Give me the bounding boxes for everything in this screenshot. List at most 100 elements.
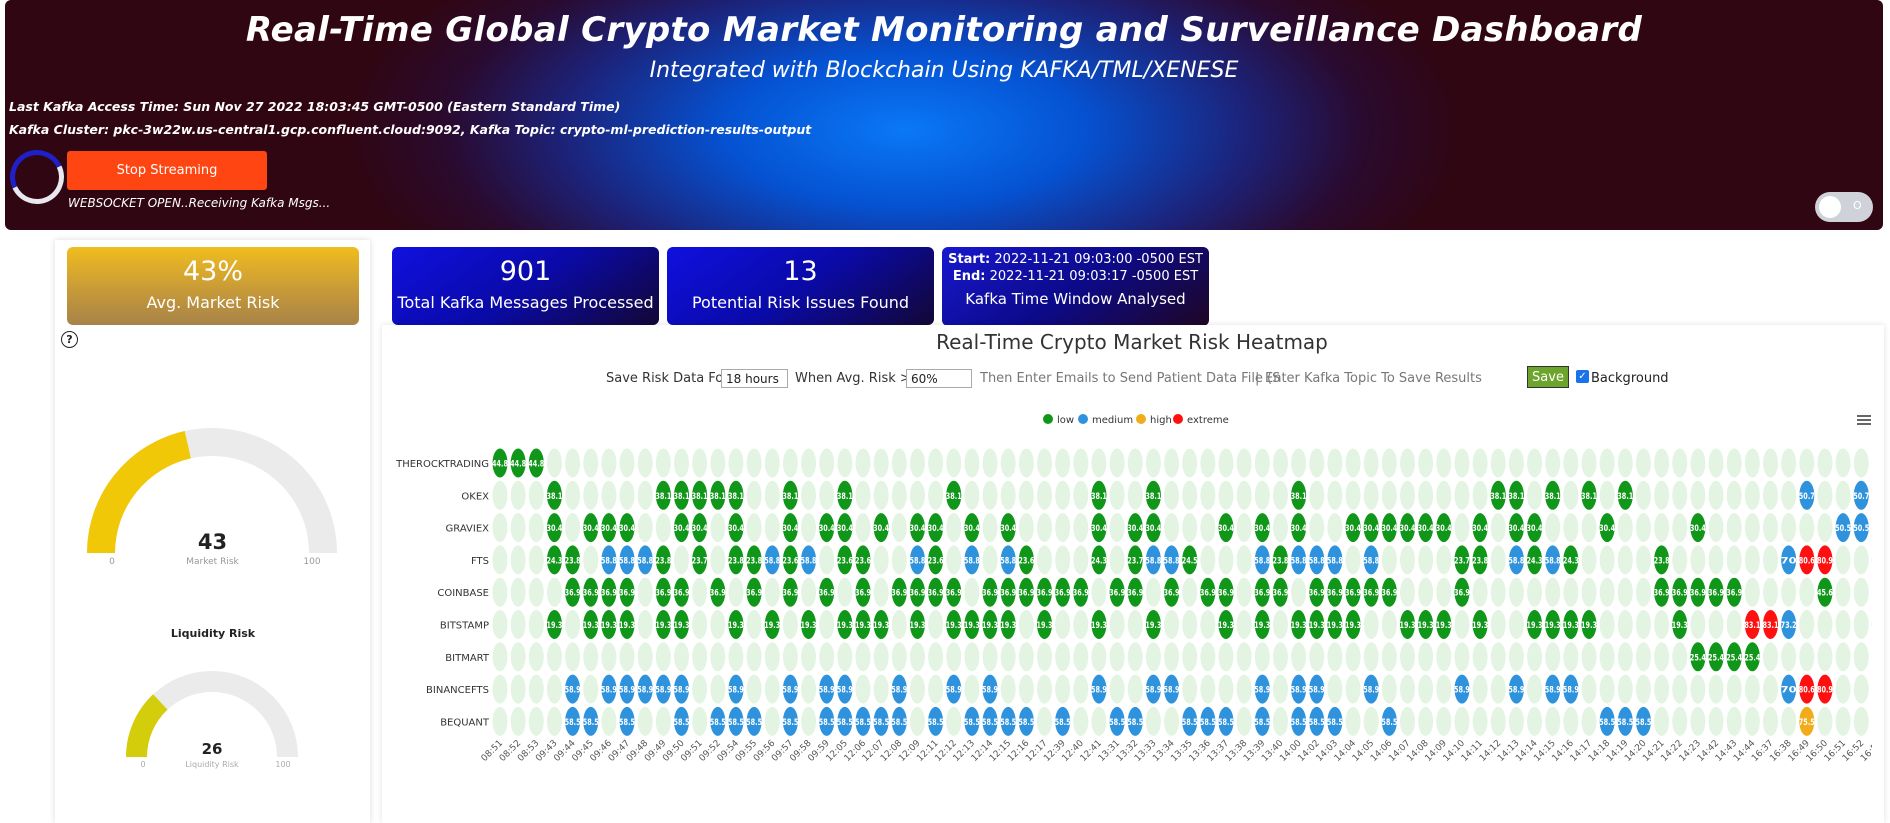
heatmap-cell-empty[interactable] [1690, 545, 1706, 575]
heatmap-cell-medium[interactable] [674, 674, 689, 704]
heatmap-cell-low[interactable] [1726, 577, 1742, 607]
heatmap-cell-empty[interactable] [1599, 577, 1615, 607]
heatmap-cell-low[interactable] [1617, 480, 1633, 510]
heatmap-cell-low[interactable] [1182, 545, 1198, 575]
heatmap-cell-low[interactable] [1327, 577, 1343, 607]
heatmap-cell-empty[interactable] [1381, 448, 1397, 478]
heatmap-cell-empty[interactable] [1363, 480, 1379, 510]
heatmap-cell-medium[interactable] [1781, 545, 1797, 575]
heatmap-cell-empty[interactable] [1018, 513, 1034, 543]
heatmap-cell-low[interactable] [1527, 513, 1543, 543]
heatmap-cell-medium[interactable] [1145, 545, 1161, 575]
heatmap-cell-empty[interactable] [982, 513, 998, 543]
heatmap-cell-medium[interactable] [1563, 674, 1579, 704]
heatmap-cell-low[interactable] [928, 513, 944, 543]
heatmap-cell-empty[interactable] [982, 448, 998, 478]
heatmap-cell-low[interactable] [674, 513, 689, 543]
heatmap-cell-empty[interactable] [619, 642, 635, 672]
heatmap-cell-medium[interactable] [982, 706, 998, 736]
heatmap-cell-empty[interactable] [1781, 577, 1797, 607]
heatmap-cell-empty[interactable] [1726, 610, 1742, 639]
heatmap-cell-empty[interactable] [782, 610, 798, 639]
heatmap-cell-low[interactable] [1381, 513, 1397, 543]
heatmap-cell-empty[interactable] [1527, 448, 1543, 478]
heatmap-cell-low[interactable] [1309, 577, 1325, 607]
heatmap-cell-empty[interactable] [1763, 642, 1778, 672]
heatmap-cell-low[interactable] [1436, 610, 1452, 639]
heatmap-cell-medium[interactable] [837, 674, 853, 704]
heatmap-cell-empty[interactable] [764, 706, 780, 736]
heatmap-cell-empty[interactable] [1309, 513, 1325, 543]
heatmap-cell-empty[interactable] [528, 577, 544, 607]
heatmap-cell-empty[interactable] [601, 642, 617, 672]
heatmap-cell-empty[interactable] [1363, 448, 1379, 478]
heatmap-cell-low[interactable] [692, 513, 708, 543]
heatmap-cell-empty[interactable] [1073, 480, 1089, 510]
heatmap-cell-empty[interactable] [982, 480, 998, 510]
heatmap-cell-empty[interactable] [710, 674, 726, 704]
save-button[interactable]: Save [1527, 366, 1569, 388]
heatmap-cell-empty[interactable] [1018, 480, 1034, 510]
heatmap-cell-empty[interactable] [1200, 480, 1216, 510]
heatmap-cell-empty[interactable] [1037, 674, 1052, 704]
heatmap-cell-empty[interactable] [1708, 513, 1724, 543]
heatmap-cell-medium[interactable] [1363, 545, 1379, 575]
heatmap-cell-empty[interactable] [1073, 610, 1089, 639]
heatmap-cell-empty[interactable] [746, 448, 762, 478]
heatmap-cell-empty[interactable] [1581, 513, 1597, 543]
heatmap-cell-empty[interactable] [1672, 545, 1688, 575]
heatmap-cell-empty[interactable] [637, 610, 653, 639]
heatmap-cell-empty[interactable] [1309, 448, 1325, 478]
heatmap-cell-empty[interactable] [1345, 545, 1361, 575]
heatmap-cell-empty[interactable] [1472, 480, 1488, 510]
heatmap-cell-empty[interactable] [1109, 513, 1125, 543]
heatmap-cell-empty[interactable] [1599, 642, 1615, 672]
heatmap-cell-low[interactable] [655, 577, 671, 607]
heatmap-cell-empty[interactable] [1091, 706, 1107, 736]
heatmap-cell-empty[interactable] [1073, 706, 1089, 736]
heatmap-cell-empty[interactable] [510, 577, 526, 607]
heatmap-cell-low[interactable] [1545, 610, 1561, 639]
heatmap-cell-empty[interactable] [1164, 513, 1180, 543]
heatmap-cell-extreme[interactable] [1817, 674, 1833, 704]
heatmap-cell-medium[interactable] [1381, 706, 1397, 736]
heatmap-cell-low[interactable] [1164, 577, 1180, 607]
heatmap-cell-medium[interactable] [619, 545, 635, 575]
heatmap-cell-empty[interactable] [546, 642, 562, 672]
heatmap-cell-empty[interactable] [1726, 706, 1742, 736]
heatmap-cell-empty[interactable] [1145, 448, 1161, 478]
heatmap-cell-empty[interactable] [528, 706, 544, 736]
heatmap-cell-low[interactable] [510, 448, 526, 478]
heatmap-cell-empty[interactable] [492, 610, 508, 639]
heatmap-cell-low[interactable] [528, 448, 544, 478]
heatmap-cell-empty[interactable] [1091, 642, 1107, 672]
heatmap-cell-empty[interactable] [1109, 448, 1125, 478]
heatmap-cell-empty[interactable] [1055, 513, 1071, 543]
heatmap-cell-empty[interactable] [1853, 448, 1869, 478]
heatmap-cell-empty[interactable] [1508, 706, 1524, 736]
heatmap-cell-empty[interactable] [1472, 706, 1488, 736]
heatmap-cell-empty[interactable] [819, 610, 835, 639]
heatmap-cell-low[interactable] [1708, 577, 1724, 607]
heatmap-cell-low[interactable] [1345, 610, 1361, 639]
heatmap-cell-empty[interactable] [746, 610, 762, 639]
heatmap-cell-empty[interactable] [492, 513, 508, 543]
heatmap-cell-empty[interactable] [964, 674, 980, 704]
heatmap-cell-empty[interactable] [492, 577, 508, 607]
heatmap-cell-empty[interactable] [1127, 448, 1143, 478]
heatmap-cell-empty[interactable] [1418, 674, 1434, 704]
heatmap-cell-empty[interactable] [1853, 706, 1869, 736]
heatmap-cell-medium[interactable] [728, 674, 744, 704]
heatmap-cell-empty[interactable] [601, 448, 617, 478]
heatmap-cell-empty[interactable] [1236, 610, 1252, 639]
heatmap-cell-empty[interactable] [1817, 480, 1833, 510]
heatmap-cell-empty[interactable] [1055, 480, 1071, 510]
heatmap-cell-empty[interactable] [655, 448, 671, 478]
heatmap-cell-low[interactable] [728, 513, 744, 543]
heatmap-cell-empty[interactable] [1218, 545, 1234, 575]
heatmap-cell-empty[interactable] [1654, 448, 1670, 478]
heatmap-cell-empty[interactable] [873, 674, 889, 704]
heatmap-cell-empty[interactable] [1708, 610, 1724, 639]
heatmap-cell-empty[interactable] [674, 642, 689, 672]
heatmap-cell-empty[interactable] [873, 577, 889, 607]
